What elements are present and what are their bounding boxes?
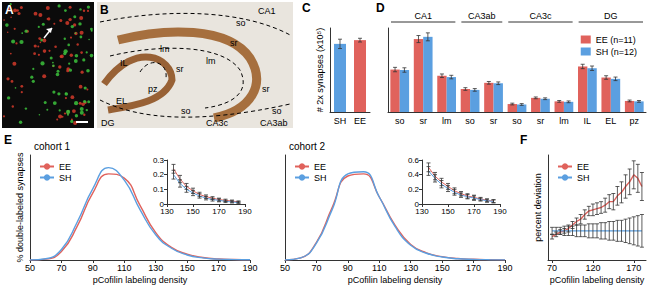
svg-text:SH: SH [314,173,327,183]
svg-text:190: 190 [497,263,512,273]
svg-text:% double-labeled synapses: % double-labeled synapses [15,152,25,263]
svg-text:190: 190 [238,207,252,216]
svg-text:70: 70 [311,263,321,273]
svg-text:pz: pz [630,116,640,126]
svg-text:so: so [395,116,405,126]
svg-text:percent deviation: percent deviation [533,173,543,242]
svg-text:lm: lm [442,116,452,126]
svg-text:cohort 2: cohort 2 [289,141,326,152]
svg-text:EE: EE [59,162,71,172]
svg-text:lm: lm [206,56,216,66]
svg-text:70: 70 [547,263,557,273]
svg-text:110: 110 [372,263,386,273]
svg-text:SH (n=12): SH (n=12) [596,47,637,57]
svg-text:pCofilin labeling density: pCofilin labeling density [348,275,443,285]
svg-text:EL: EL [605,116,616,126]
svg-text:CA3ab: CA3ab [260,118,288,128]
svg-text:DG: DG [604,11,618,21]
svg-text:EE (n=11): EE (n=11) [596,35,636,45]
svg-text:90: 90 [88,263,98,273]
svg-text:SH: SH [577,173,590,183]
svg-text:EE: EE [577,162,589,172]
svg-text:0.2: 0.2 [408,185,420,194]
svg-text:190: 190 [242,263,257,273]
svg-text:0: 0 [414,199,419,209]
svg-text:F: F [520,133,527,147]
svg-text:sr: sr [230,38,238,48]
svg-text:130: 130 [148,263,163,273]
svg-text:so: so [465,116,475,126]
svg-text:EE: EE [354,116,366,126]
svg-text:DG: DG [101,118,115,128]
svg-text:70: 70 [56,263,66,273]
svg-text:sr: sr [537,116,545,126]
svg-text:0.3: 0.3 [153,156,165,165]
svg-text:SH: SH [334,116,347,126]
svg-text:CA3c: CA3c [206,118,229,128]
svg-text:170: 170 [212,207,226,216]
svg-text:0.2: 0.2 [153,170,165,179]
svg-text:0.4: 0.4 [408,170,420,179]
svg-text:sr: sr [176,64,184,74]
svg-text:110: 110 [117,263,131,273]
svg-text:170: 170 [467,207,481,216]
svg-text:lm: lm [160,44,170,54]
svg-text:120: 120 [585,263,600,273]
svg-text:CA1: CA1 [258,6,276,16]
svg-text:sr: sr [490,116,498,126]
svg-text:EE: EE [314,162,326,172]
svg-text:SH: SH [59,173,72,183]
svg-text:IL: IL [584,116,592,126]
svg-text:150: 150 [441,207,455,216]
svg-text:pCofilin labeling density: pCofilin labeling density [93,275,188,285]
svg-text:CA3ab: CA3ab [468,11,496,21]
svg-text:90: 90 [343,263,353,273]
svg-text:0: 0 [159,199,164,209]
svg-text:C: C [302,1,311,15]
svg-text:sr: sr [419,116,427,126]
svg-text:lm: lm [559,116,569,126]
svg-text:50: 50 [280,263,290,273]
svg-text:pCofilin labeling density: pCofilin labeling density [550,275,645,285]
svg-text:130: 130 [415,207,429,216]
svg-text:pz: pz [148,84,158,94]
svg-text:sr: sr [262,84,270,94]
svg-text:0.6: 0.6 [408,156,420,165]
svg-text:150: 150 [435,263,450,273]
svg-text:170: 170 [626,263,641,273]
svg-text:IL: IL [120,58,128,68]
svg-text:so: so [236,18,246,28]
svg-text:A: A [5,3,14,17]
svg-text:so: so [272,106,282,116]
svg-text:150: 150 [186,207,200,216]
svg-text:B: B [100,3,109,17]
svg-text:CA3c: CA3c [529,11,552,21]
svg-text:170: 170 [211,263,226,273]
svg-text:CA1: CA1 [414,11,432,21]
svg-text:130: 130 [160,207,174,216]
svg-text:cohort 1: cohort 1 [34,141,71,152]
svg-text:EL: EL [116,96,127,106]
svg-text:50: 50 [25,263,35,273]
svg-text:so: so [181,106,191,116]
svg-text:so: so [512,116,522,126]
svg-text:170: 170 [466,263,481,273]
svg-text:D: D [376,1,385,15]
svg-text:0.1: 0.1 [153,185,165,194]
svg-text:130: 130 [403,263,418,273]
svg-text:# 2x synapses (x10⁵): # 2x synapses (x10⁵) [315,28,325,112]
svg-text:E: E [4,133,12,147]
svg-text:150: 150 [180,263,195,273]
svg-text:190: 190 [493,207,507,216]
